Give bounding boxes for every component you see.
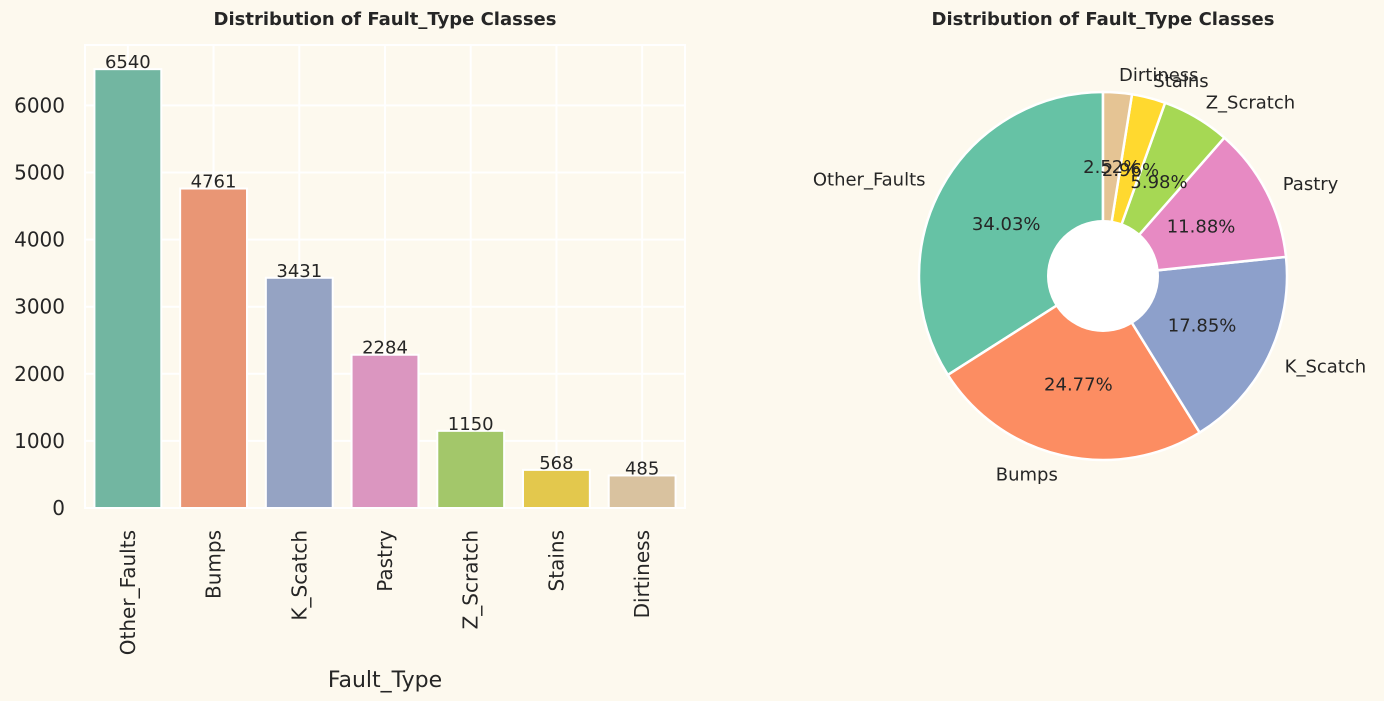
pie-percent-label: 24.77%: [1044, 375, 1113, 396]
bar-z-scratch: [436, 429, 506, 510]
pie-percent-labels: 34.03% 24.77% 17.85% 11.88% 5.98%2.96%2.52%: [972, 157, 1237, 396]
bar-y-tick-label: 3000: [14, 295, 65, 319]
pie-percent-label: 17.85%: [1168, 316, 1237, 337]
bar-value-labels: 6540 4761 3431 2284 1150 568 485: [105, 52, 659, 479]
pie-donut-hole: [1047, 220, 1159, 332]
pie-slice-label: Stains: [1153, 71, 1208, 92]
bar-other-faults: [93, 68, 163, 509]
bar-value-label: 4761: [191, 172, 237, 193]
bar-y-tick-label: 5000: [14, 160, 65, 184]
pie-percent-label: 2.96%: [1102, 160, 1159, 181]
bar-bumps: [179, 187, 248, 509]
bar-marks: [93, 68, 677, 510]
pie-labels: Other_Faults Bumps K_Scatch Pastry Z_Scratch…: [813, 65, 1366, 485]
bar-pastry: [350, 353, 420, 509]
pie-slice-label: Pastry: [1283, 174, 1339, 195]
pie-percent-label: 5.98%: [1130, 172, 1187, 193]
bar-y-tick-label: 4000: [14, 228, 65, 252]
bar-value-label: 1150: [448, 414, 494, 435]
bar-chart-title: Distribution of Fault_Type Classes: [214, 9, 557, 30]
bar-x-axis-label: Fault_Type: [328, 668, 442, 693]
pie-percent-label: 2.52%: [1083, 157, 1140, 178]
pie-slice-label: Z_Scratch: [1206, 93, 1295, 114]
pie-slice-label: K_Scatch: [1285, 356, 1367, 377]
bar-x-tick-label: Stains: [544, 530, 568, 591]
pie-slice-bumps: [946, 274, 1202, 462]
bar-k-scatch: [264, 276, 334, 509]
pie-chart: Distribution of Fault_Type Classes Other…: [813, 9, 1366, 485]
pie-percent-label: 11.88%: [1167, 216, 1236, 237]
bar-y-tick-label: 2000: [14, 362, 65, 386]
bar-value-label: 2284: [362, 338, 408, 359]
bar-dirtiness: [607, 474, 677, 510]
bar-x-tick-label: Bumps: [202, 530, 226, 599]
bar-y-ticks: 0 1000 2000 3000 4000 5000 6000: [14, 93, 65, 520]
pie-slice-label: Bumps: [996, 464, 1058, 485]
bar-value-label: 6540: [105, 52, 151, 73]
pie-chart-title: Distribution of Fault_Type Classes: [932, 9, 1275, 30]
bar-x-tick-label: K_Scatch: [287, 530, 311, 621]
bar-x-tick-label: Pastry: [373, 530, 397, 592]
bar-x-tick-label: Z_Scratch: [459, 530, 483, 629]
bar-value-label: 485: [625, 458, 659, 479]
bar-chart: 0 1000 2000 3000 4000 5000 6000 Other_Faults Bu…: [14, 9, 686, 693]
bar-y-tick-label: 6000: [14, 93, 65, 117]
pie-percent-label: 34.03%: [972, 214, 1041, 235]
pie-slice-label: Dirtiness: [1119, 65, 1199, 86]
pie-slice-pastry: [1099, 135, 1288, 278]
bar-y-tick-label: 0: [52, 496, 65, 520]
bar-x-ticks: Other_Faults Bumps K_Scatch Pastry Z_Scratch…: [116, 530, 654, 655]
bar-x-tick-label: Dirtiness: [630, 530, 654, 618]
pie-slice-label: Other_Faults: [813, 170, 926, 191]
bar-value-label: 568: [539, 453, 573, 474]
bar-value-label: 3431: [276, 261, 322, 282]
bar-stains: [522, 468, 591, 510]
bar-y-tick-label: 1000: [14, 429, 65, 453]
bar-x-tick-label: Other_Faults: [116, 530, 140, 655]
